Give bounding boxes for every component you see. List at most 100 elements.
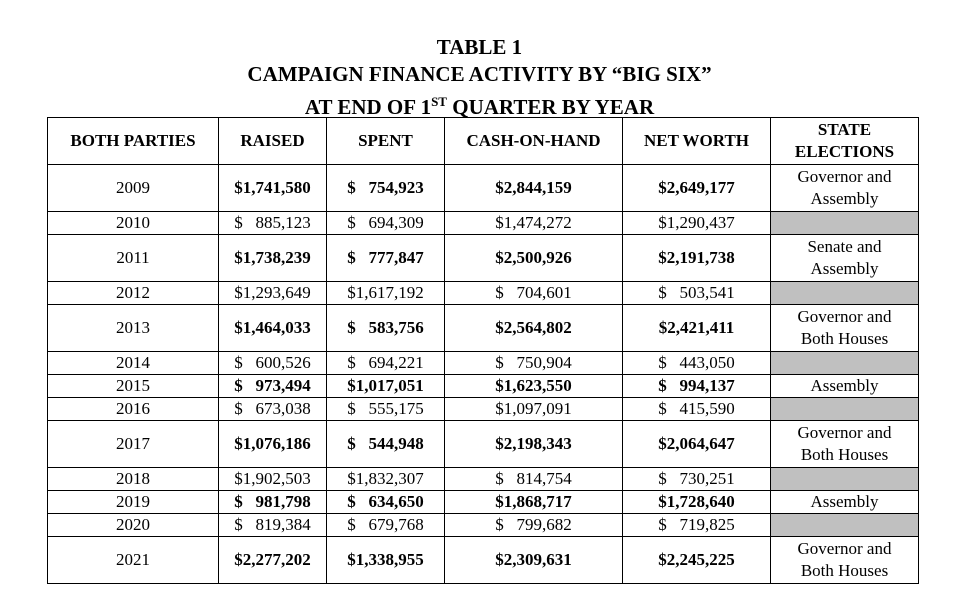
cell-state: Assembly: [770, 490, 919, 514]
cell-net: $2,191,738: [622, 234, 771, 282]
cell-spent: $1,617,192: [326, 281, 445, 305]
header-spent: SPENT: [326, 117, 445, 165]
cell-state: Senate and Assembly: [770, 234, 919, 282]
header-net-worth: NET WORTH: [622, 117, 771, 165]
cell-raised: $ 673,038: [218, 397, 327, 421]
table-row: 2009 $1,741,580 $ 754,923 $2,844,159 $2,649,…: [47, 164, 919, 212]
cell-cash: $1,097,091: [444, 397, 623, 421]
cell-spent: $1,017,051: [326, 374, 445, 398]
cell-state: Governor and Assembly: [770, 164, 919, 212]
cell-raised: $1,464,033: [218, 304, 327, 352]
cell-raised: $1,076,186: [218, 420, 327, 468]
table-row: 2020 $ 819,384 $ 679,768 $ 799,682 $ 719,825: [47, 513, 919, 537]
header-raised: RAISED: [218, 117, 327, 165]
cell-state: Governor and Both Houses: [770, 536, 919, 584]
cell-state: [770, 513, 919, 537]
cell-spent: $ 694,309: [326, 211, 445, 235]
cell-net: $ 415,590: [622, 397, 771, 421]
cell-net: $2,649,177: [622, 164, 771, 212]
cell-raised: $ 600,526: [218, 351, 327, 375]
cell-state: Governor and Both Houses: [770, 420, 919, 468]
cell-raised: $1,741,580: [218, 164, 327, 212]
cell-spent: $ 555,175: [326, 397, 445, 421]
cell-year: 2014: [47, 351, 219, 375]
cell-spent: $ 694,221: [326, 351, 445, 375]
cell-net: $2,064,647: [622, 420, 771, 468]
cell-year: 2013: [47, 304, 219, 352]
table-row: 2021 $2,277,202 $1,338,955 $2,309,631 $2,245…: [47, 536, 919, 584]
cell-spent: $ 583,756: [326, 304, 445, 352]
table-row: 2019 $ 981,798 $ 634,650 $1,868,717 $1,728,6…: [47, 490, 919, 514]
cell-raised: $2,277,202: [218, 536, 327, 584]
cell-year: 2019: [47, 490, 219, 514]
cell-cash: $2,309,631: [444, 536, 623, 584]
cell-raised: $ 973,494: [218, 374, 327, 398]
cell-state: Governor and Both Houses: [770, 304, 919, 352]
cell-cash: $2,198,343: [444, 420, 623, 468]
cell-year: 2009: [47, 164, 219, 212]
cell-net: $ 503,541: [622, 281, 771, 305]
cell-net: $1,290,437: [622, 211, 771, 235]
cell-year: 2018: [47, 467, 219, 491]
cell-year: 2010: [47, 211, 219, 235]
table-title: CAMPAIGN FINANCE ACTIVITY BY “BIG SIX”: [247, 62, 712, 86]
cell-cash: $ 814,754: [444, 467, 623, 491]
header-row: BOTH PARTIES RAISED SPENT CASH-ON-HAND N…: [47, 117, 919, 165]
cell-spent: $ 754,923: [326, 164, 445, 212]
cell-raised: $ 885,123: [218, 211, 327, 235]
cell-state: Assembly: [770, 374, 919, 398]
cell-cash: $2,844,159: [444, 164, 623, 212]
cell-raised: $ 981,798: [218, 490, 327, 514]
cell-spent: $ 634,650: [326, 490, 445, 514]
table-row: 2017 $1,076,186 $ 544,948 $2,198,343 $2,064,…: [47, 420, 919, 468]
cell-cash: $1,868,717: [444, 490, 623, 514]
cell-year: 2015: [47, 374, 219, 398]
table-row: 2016 $ 673,038 $ 555,175 $1,097,091 $ 415,59…: [47, 397, 919, 421]
cell-spent: $1,832,307: [326, 467, 445, 491]
header-both-parties: BOTH PARTIES: [47, 117, 219, 165]
cell-raised: $1,293,649: [218, 281, 327, 305]
table-row: 2015 $ 973,494 $1,017,051 $1,623,550 $ 994,1…: [47, 374, 919, 398]
cell-spent: $1,338,955: [326, 536, 445, 584]
cell-cash: $ 704,601: [444, 281, 623, 305]
cell-year: 2011: [47, 234, 219, 282]
table-row: 2012 $1,293,649 $1,617,192 $ 704,601 $ 503,5…: [47, 281, 919, 305]
table-row: 2011 $1,738,239 $ 777,847 $2,500,926 $2,191,…: [47, 234, 919, 282]
cell-year: 2012: [47, 281, 219, 305]
table-row: 2013 $1,464,033 $ 583,756 $2,564,802 $2,421,…: [47, 304, 919, 352]
header-cash-on-hand: CASH-ON-HAND: [444, 117, 623, 165]
cell-net: $ 719,825: [622, 513, 771, 537]
cell-cash: $2,500,926: [444, 234, 623, 282]
cell-net: $2,245,225: [622, 536, 771, 584]
cell-net: $ 730,251: [622, 467, 771, 491]
cell-spent: $ 777,847: [326, 234, 445, 282]
cell-state: [770, 211, 919, 235]
cell-cash: $ 799,682: [444, 513, 623, 537]
table-subtitle: AT END OF 1ST QUARTER BY YEAR: [0, 88, 959, 121]
cell-year: 2021: [47, 536, 219, 584]
cell-year: 2020: [47, 513, 219, 537]
finance-table: BOTH PARTIES RAISED SPENT CASH-ON-HAND N…: [47, 117, 919, 584]
table-row: 2010 $ 885,123 $ 694,309 $1,474,272 $1,290,4…: [47, 211, 919, 235]
table-row: 2014 $ 600,526 $ 694,221 $ 750,904 $ 443,050: [47, 351, 919, 375]
cell-state: [770, 281, 919, 305]
cell-net: $2,421,411: [622, 304, 771, 352]
cell-state: [770, 397, 919, 421]
cell-raised: $1,738,239: [218, 234, 327, 282]
cell-cash: $1,623,550: [444, 374, 623, 398]
subtitle-part: QUARTER BY YEAR: [446, 95, 655, 119]
cell-cash: $1,474,272: [444, 211, 623, 235]
subtitle-superscript: ST: [431, 94, 447, 109]
cell-spent: $ 544,948: [326, 420, 445, 468]
table-number: TABLE 1: [436, 35, 523, 59]
table-row: 2018 $1,902,503 $1,832,307 $ 814,754 $ 730,2…: [47, 467, 919, 491]
cell-state: [770, 351, 919, 375]
cell-state: [770, 467, 919, 491]
cell-cash: $ 750,904: [444, 351, 623, 375]
cell-net: $1,728,640: [622, 490, 771, 514]
cell-net: $ 443,050: [622, 351, 771, 375]
header-state-elections: STATE ELECTIONS: [770, 117, 919, 165]
cell-year: 2017: [47, 420, 219, 468]
cell-raised: $ 819,384: [218, 513, 327, 537]
cell-net: $ 994,137: [622, 374, 771, 398]
